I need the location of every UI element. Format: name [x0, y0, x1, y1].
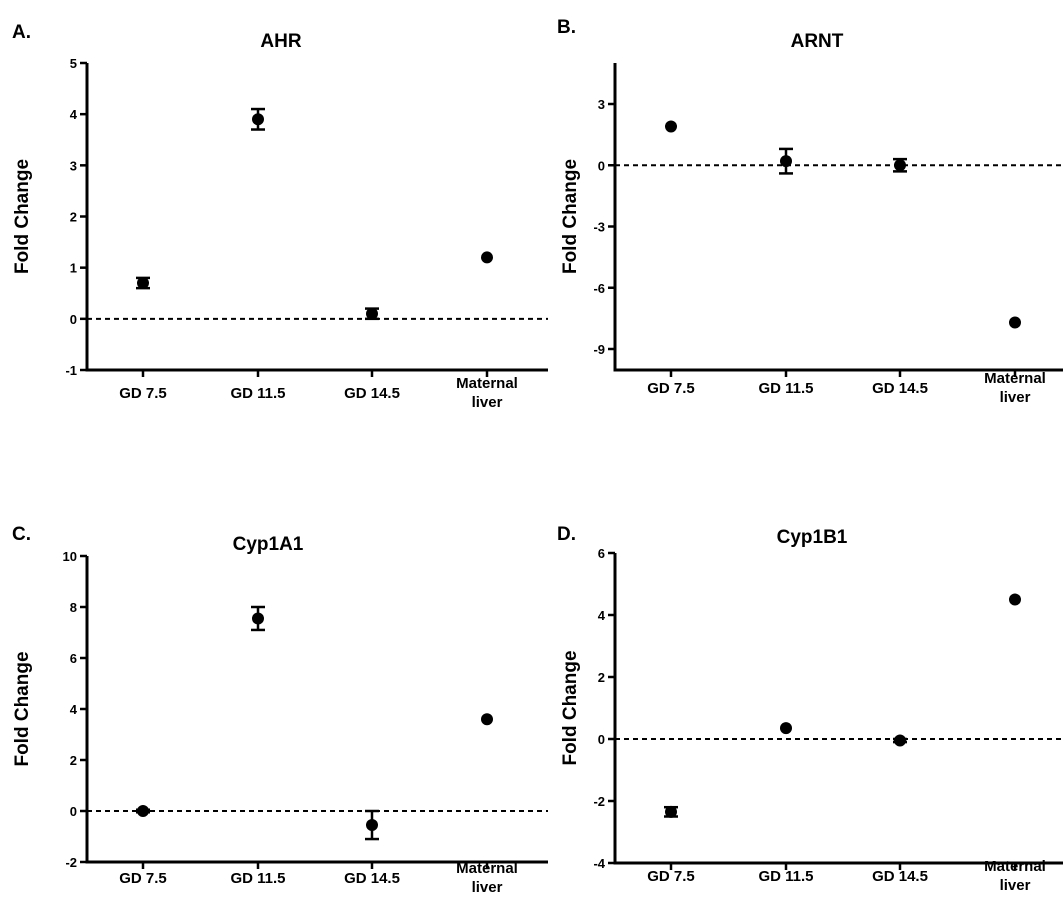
- y-tick-label: -2: [65, 855, 77, 870]
- y-axis-label: Fold Change: [560, 159, 581, 274]
- chart-panel: D. Cyp1B1 Fold Change -4 -2 0 2 4 6 GD 7.5 GD 11.5…: [557, 524, 1063, 894]
- x-tick-label: Maternal liver: [984, 370, 1046, 406]
- data-point: [665, 805, 677, 818]
- x-tick-label: Maternal liver: [456, 860, 518, 896]
- chart-panel: A. AHR Fold Change -1 0 1 2 3 4 5 GD 7.5 GD 11.5 GD …: [12, 22, 548, 411]
- x-tick-label: GD 7.5: [119, 870, 167, 887]
- y-tick-label: 10: [63, 549, 77, 564]
- panel-letter: A.: [12, 22, 31, 43]
- panel-letter: B.: [557, 17, 576, 38]
- x-tick-label: GD 14.5: [344, 870, 400, 887]
- y-tick-label: 1: [70, 261, 77, 276]
- panel-letter: C.: [12, 524, 31, 545]
- x-tick-label: GD 11.5: [230, 870, 285, 887]
- x-tick-label: GD 14.5: [344, 385, 400, 402]
- chart-title: Cyp1A1: [233, 534, 304, 555]
- data-point: [894, 159, 906, 172]
- x-tick-label: GD 7.5: [647, 380, 695, 397]
- y-tick-label: -2: [593, 794, 605, 809]
- data-point: [481, 713, 493, 726]
- y-tick-label: 2: [598, 670, 605, 685]
- y-tick-label: 6: [70, 651, 77, 666]
- y-axis-label: Fold Change: [560, 650, 581, 765]
- y-tick-label: 8: [70, 600, 77, 615]
- y-tick-label: 3: [598, 97, 605, 112]
- data-point: [1009, 593, 1021, 606]
- y-tick-label: 5: [70, 56, 77, 71]
- chart-title: Cyp1B1: [777, 527, 848, 548]
- y-axis-label: Fold Change: [12, 159, 33, 274]
- y-tick-label: 3: [70, 158, 77, 173]
- data-point: [665, 120, 677, 133]
- x-tick-label: GD 7.5: [119, 385, 167, 402]
- x-tick-label: GD 14.5: [872, 868, 928, 885]
- data-point: [366, 307, 378, 320]
- y-tick-label: -9: [593, 342, 605, 357]
- x-tick-label: Maternal liver: [456, 375, 518, 411]
- data-point: [252, 113, 264, 126]
- y-tick-label: 6: [598, 546, 605, 561]
- chart-panel: B. ARNT Fold Change -9 -6 -3 0 3 GD 7.5 GD 11.5 GD…: [557, 17, 1063, 406]
- y-tick-label: 0: [70, 312, 77, 327]
- y-tick-label: -3: [593, 220, 605, 235]
- y-tick-label: 0: [70, 804, 77, 819]
- x-tick-label: GD 14.5: [872, 380, 928, 397]
- y-tick-label: 2: [70, 210, 77, 225]
- y-tick-label: 0: [598, 158, 605, 173]
- x-tick-label: GD 11.5: [758, 868, 813, 885]
- x-tick-label: Maternal liver: [984, 858, 1046, 894]
- data-point: [780, 155, 792, 168]
- y-tick-label: 4: [70, 107, 78, 122]
- y-axis-label: Fold Change: [12, 651, 33, 766]
- x-tick-label: GD 7.5: [647, 868, 695, 885]
- data-point: [894, 734, 906, 747]
- data-point: [1009, 316, 1021, 329]
- y-tick-label: -4: [593, 856, 605, 871]
- data-point: [481, 251, 493, 264]
- panel-letter: D.: [557, 524, 576, 545]
- y-tick-label: 4: [598, 608, 606, 623]
- y-tick-label: 0: [598, 732, 605, 747]
- x-tick-label: GD 11.5: [230, 385, 285, 402]
- y-tick-label: 4: [70, 702, 78, 717]
- chart-title: ARNT: [791, 31, 844, 52]
- y-tick-label: -1: [65, 363, 77, 378]
- x-tick-label: GD 11.5: [758, 380, 813, 397]
- chart-title: AHR: [260, 31, 301, 52]
- data-point: [137, 277, 149, 290]
- data-point: [252, 612, 264, 625]
- data-point: [780, 722, 792, 735]
- data-point: [366, 819, 378, 832]
- chart-panel: C. Cyp1A1 Fold Change -2 0 2 4 6 8 10 GD 7.5 GD 11.…: [12, 524, 548, 896]
- y-tick-label: -6: [593, 281, 605, 296]
- y-tick-label: 2: [70, 753, 77, 768]
- data-point: [137, 805, 149, 817]
